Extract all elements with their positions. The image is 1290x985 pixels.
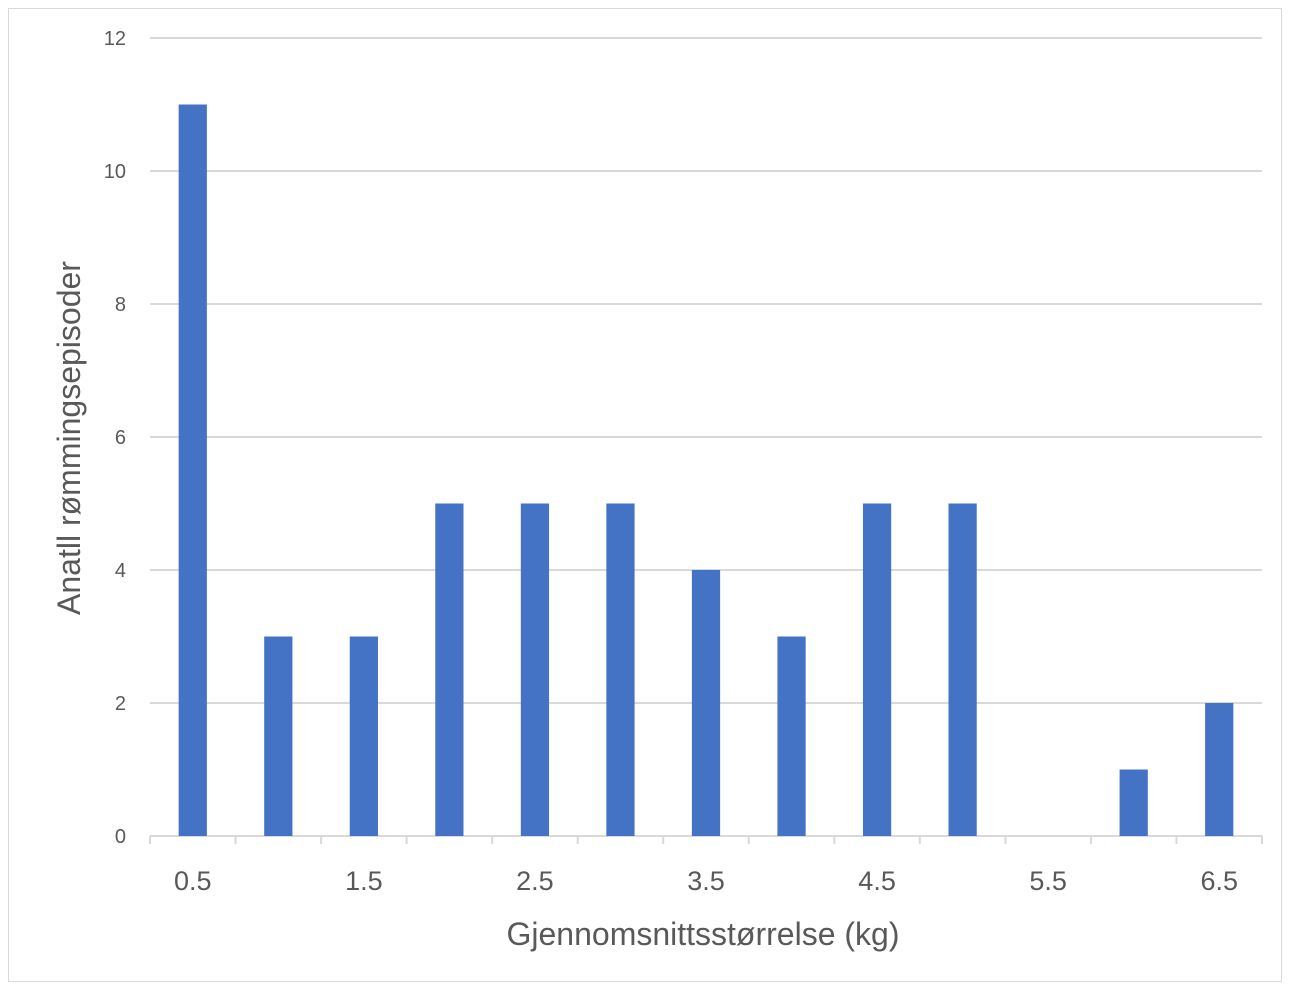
bar-4.5 bbox=[862, 503, 892, 836]
x-tick-label-1.5: 1.5 bbox=[345, 866, 383, 896]
x-tick-label-5.5: 5.5 bbox=[1029, 866, 1067, 896]
axes bbox=[149, 835, 1263, 844]
bar-0.5 bbox=[178, 104, 207, 836]
bar-2.5 bbox=[520, 503, 550, 836]
y-axis-title: Anatll rømmingsepisoder bbox=[51, 261, 87, 615]
y-tick-label-8: 8 bbox=[115, 294, 126, 316]
y-tick-labels: 0 2 4 6 8 10 12 bbox=[104, 28, 126, 848]
x-tick-label-2.5: 2.5 bbox=[516, 866, 554, 896]
y-tick-label-0: 0 bbox=[115, 826, 126, 848]
y-tick-label-12: 12 bbox=[104, 28, 126, 50]
bar-1.5 bbox=[349, 636, 378, 836]
bar-4 bbox=[777, 636, 806, 836]
x-axis-title: Gjennomsnittsstørrelse (kg) bbox=[507, 916, 900, 952]
gridlines bbox=[150, 37, 1262, 704]
bar-6.5 bbox=[1205, 703, 1234, 836]
x-tick-label-6.5: 6.5 bbox=[1200, 866, 1238, 896]
bar-3 bbox=[606, 503, 635, 836]
y-tick-label-2: 2 bbox=[115, 693, 126, 715]
y-tick-label-6: 6 bbox=[115, 427, 126, 449]
bar-1 bbox=[264, 636, 293, 836]
y-tick-label-4: 4 bbox=[115, 560, 126, 582]
bar-3.5 bbox=[691, 570, 721, 836]
bars bbox=[178, 104, 1234, 836]
y-tick-label-10: 10 bbox=[104, 161, 126, 183]
x-tick-label-3.5: 3.5 bbox=[687, 866, 725, 896]
bar-5 bbox=[948, 503, 977, 836]
bar-2 bbox=[435, 503, 464, 836]
x-tick-labels: 0.5 1.5 2.5 3.5 4.5 5.5 6.5 bbox=[174, 866, 1238, 896]
x-tick-label-0.5: 0.5 bbox=[174, 866, 212, 896]
bar-6 bbox=[1119, 769, 1148, 836]
x-tick-label-4.5: 4.5 bbox=[858, 866, 896, 896]
